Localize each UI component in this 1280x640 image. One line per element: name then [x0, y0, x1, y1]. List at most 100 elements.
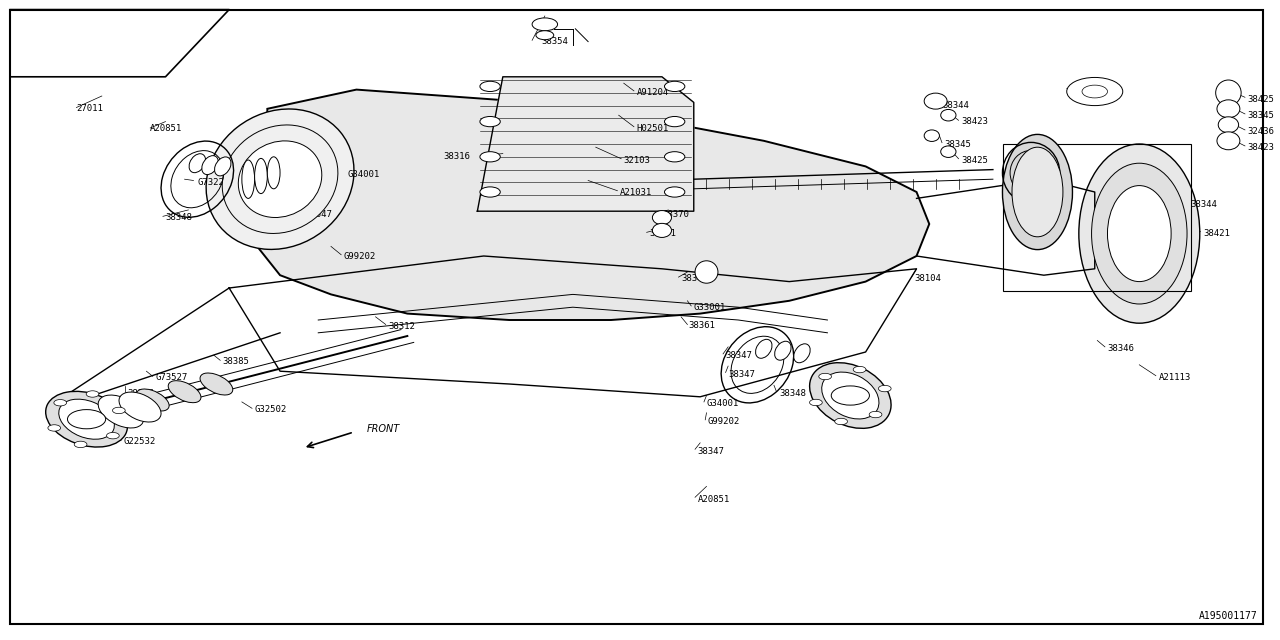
- Circle shape: [532, 18, 558, 31]
- Circle shape: [536, 31, 554, 40]
- Circle shape: [86, 391, 99, 397]
- Text: G73527: G73527: [155, 373, 188, 382]
- Ellipse shape: [137, 389, 169, 411]
- Text: 27011: 27011: [77, 104, 104, 113]
- Circle shape: [664, 116, 685, 127]
- Text: H02501: H02501: [636, 124, 668, 132]
- Text: G73220: G73220: [197, 178, 229, 187]
- Circle shape: [47, 425, 60, 431]
- Text: 38347: 38347: [698, 447, 724, 456]
- Text: 38347: 38347: [726, 351, 753, 360]
- Text: 38370: 38370: [662, 210, 689, 219]
- Ellipse shape: [168, 381, 201, 403]
- Ellipse shape: [1219, 117, 1239, 133]
- Ellipse shape: [1216, 80, 1242, 106]
- Text: A20851: A20851: [698, 495, 730, 504]
- Ellipse shape: [794, 344, 810, 363]
- Text: 38421: 38421: [1203, 229, 1230, 238]
- Ellipse shape: [1012, 147, 1062, 237]
- Ellipse shape: [1217, 132, 1240, 150]
- Ellipse shape: [822, 372, 879, 419]
- Text: G32502: G32502: [255, 405, 287, 414]
- Ellipse shape: [1217, 100, 1240, 118]
- Text: 38380: 38380: [79, 405, 106, 414]
- Text: G99202: G99202: [708, 417, 740, 426]
- Text: G33001: G33001: [694, 303, 726, 312]
- Circle shape: [68, 410, 106, 429]
- Circle shape: [106, 433, 119, 439]
- Text: 38347: 38347: [306, 210, 333, 219]
- Circle shape: [664, 152, 685, 162]
- Text: G73220: G73220: [833, 402, 867, 411]
- Text: 38354: 38354: [541, 37, 568, 46]
- Circle shape: [831, 386, 869, 405]
- Ellipse shape: [809, 363, 891, 428]
- Ellipse shape: [99, 395, 143, 428]
- PathPatch shape: [255, 90, 929, 320]
- Ellipse shape: [119, 392, 161, 422]
- Ellipse shape: [223, 125, 338, 234]
- Ellipse shape: [653, 223, 672, 237]
- Text: 38347: 38347: [728, 370, 755, 379]
- Text: 38344: 38344: [942, 101, 969, 110]
- Text: A91204: A91204: [636, 88, 668, 97]
- Text: G34001: G34001: [347, 170, 380, 179]
- Text: FRONT: FRONT: [366, 424, 399, 434]
- Text: 38425: 38425: [961, 156, 988, 164]
- Circle shape: [480, 187, 500, 197]
- Text: G99202: G99202: [344, 252, 376, 260]
- Text: 38423: 38423: [961, 117, 988, 126]
- Text: E00503: E00503: [1038, 188, 1070, 196]
- Circle shape: [113, 407, 125, 413]
- Text: 38386: 38386: [127, 389, 154, 398]
- Text: A195001177: A195001177: [1199, 611, 1258, 621]
- Text: 38371: 38371: [649, 229, 676, 238]
- Ellipse shape: [1092, 163, 1187, 304]
- Ellipse shape: [268, 157, 280, 189]
- Text: 38347: 38347: [280, 133, 307, 142]
- Circle shape: [480, 152, 500, 162]
- Ellipse shape: [941, 146, 956, 157]
- Text: 38423: 38423: [1248, 143, 1275, 152]
- Ellipse shape: [1079, 144, 1199, 323]
- Ellipse shape: [189, 154, 206, 173]
- Circle shape: [878, 385, 891, 392]
- Text: 38104: 38104: [914, 274, 941, 283]
- Text: 38347: 38347: [283, 150, 310, 159]
- Ellipse shape: [238, 141, 321, 218]
- Bar: [1004, 144, 1192, 291]
- Ellipse shape: [200, 373, 233, 395]
- Text: 38385: 38385: [223, 357, 250, 366]
- Text: 38425: 38425: [1248, 95, 1275, 104]
- Text: A21031: A21031: [620, 188, 653, 196]
- Text: 38348: 38348: [165, 213, 192, 222]
- Ellipse shape: [202, 156, 219, 175]
- Ellipse shape: [695, 261, 718, 284]
- Ellipse shape: [653, 211, 672, 225]
- Ellipse shape: [941, 109, 956, 121]
- Text: 38316: 38316: [443, 152, 470, 161]
- Ellipse shape: [755, 339, 772, 358]
- Circle shape: [1066, 77, 1123, 106]
- Ellipse shape: [924, 93, 947, 109]
- Text: 32436: 32436: [1248, 127, 1275, 136]
- Circle shape: [809, 399, 822, 406]
- Polygon shape: [477, 77, 694, 211]
- Ellipse shape: [59, 399, 114, 439]
- Text: A21113: A21113: [1158, 373, 1190, 382]
- Circle shape: [664, 81, 685, 92]
- Text: 38345: 38345: [945, 140, 972, 148]
- Text: 38345: 38345: [1248, 111, 1275, 120]
- Circle shape: [819, 373, 832, 380]
- Circle shape: [74, 441, 87, 447]
- Ellipse shape: [242, 160, 255, 198]
- Circle shape: [54, 399, 67, 406]
- Text: A20851: A20851: [150, 124, 183, 132]
- Circle shape: [835, 419, 847, 425]
- Text: 38348: 38348: [780, 389, 806, 398]
- Ellipse shape: [1002, 134, 1073, 250]
- Circle shape: [854, 366, 867, 372]
- Text: 38344: 38344: [1190, 200, 1217, 209]
- Text: G34001: G34001: [707, 399, 739, 408]
- Ellipse shape: [46, 391, 128, 447]
